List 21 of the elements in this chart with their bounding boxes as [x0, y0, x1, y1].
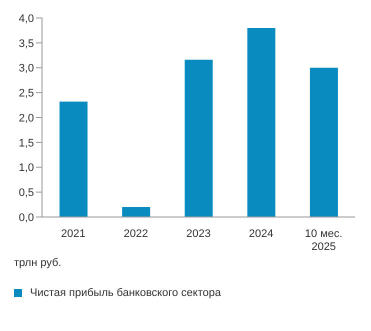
y-tick-label: 3,5	[18, 38, 34, 50]
legend-label: Чистая прибыль банковского сектора	[30, 287, 221, 299]
bar	[184, 60, 213, 217]
x-tick-label: 2023	[186, 228, 211, 240]
y-tick-label: 1,0	[18, 162, 34, 174]
bar	[122, 207, 150, 217]
bar	[310, 68, 338, 217]
bar	[247, 28, 276, 217]
text: трлн руб.	[14, 257, 62, 269]
bar	[60, 102, 88, 217]
y-tick-label: 0,5	[18, 187, 34, 200]
x-tick-label: 2024	[248, 228, 274, 240]
y-tick-label: 0,0	[18, 212, 34, 224]
y-tick-label: 2,0	[18, 112, 34, 124]
y-tick-label: 3,0	[18, 62, 34, 75]
x-tick-label: 2021	[61, 228, 86, 240]
y-tick-label: 1,5	[18, 137, 34, 150]
x-tick-label: 2022	[124, 228, 148, 240]
x-tick-label: 10 мес. 2025	[304, 228, 342, 253]
y-tick-label: 4,0	[18, 12, 34, 25]
y-tick-label: 2,5	[18, 88, 34, 100]
